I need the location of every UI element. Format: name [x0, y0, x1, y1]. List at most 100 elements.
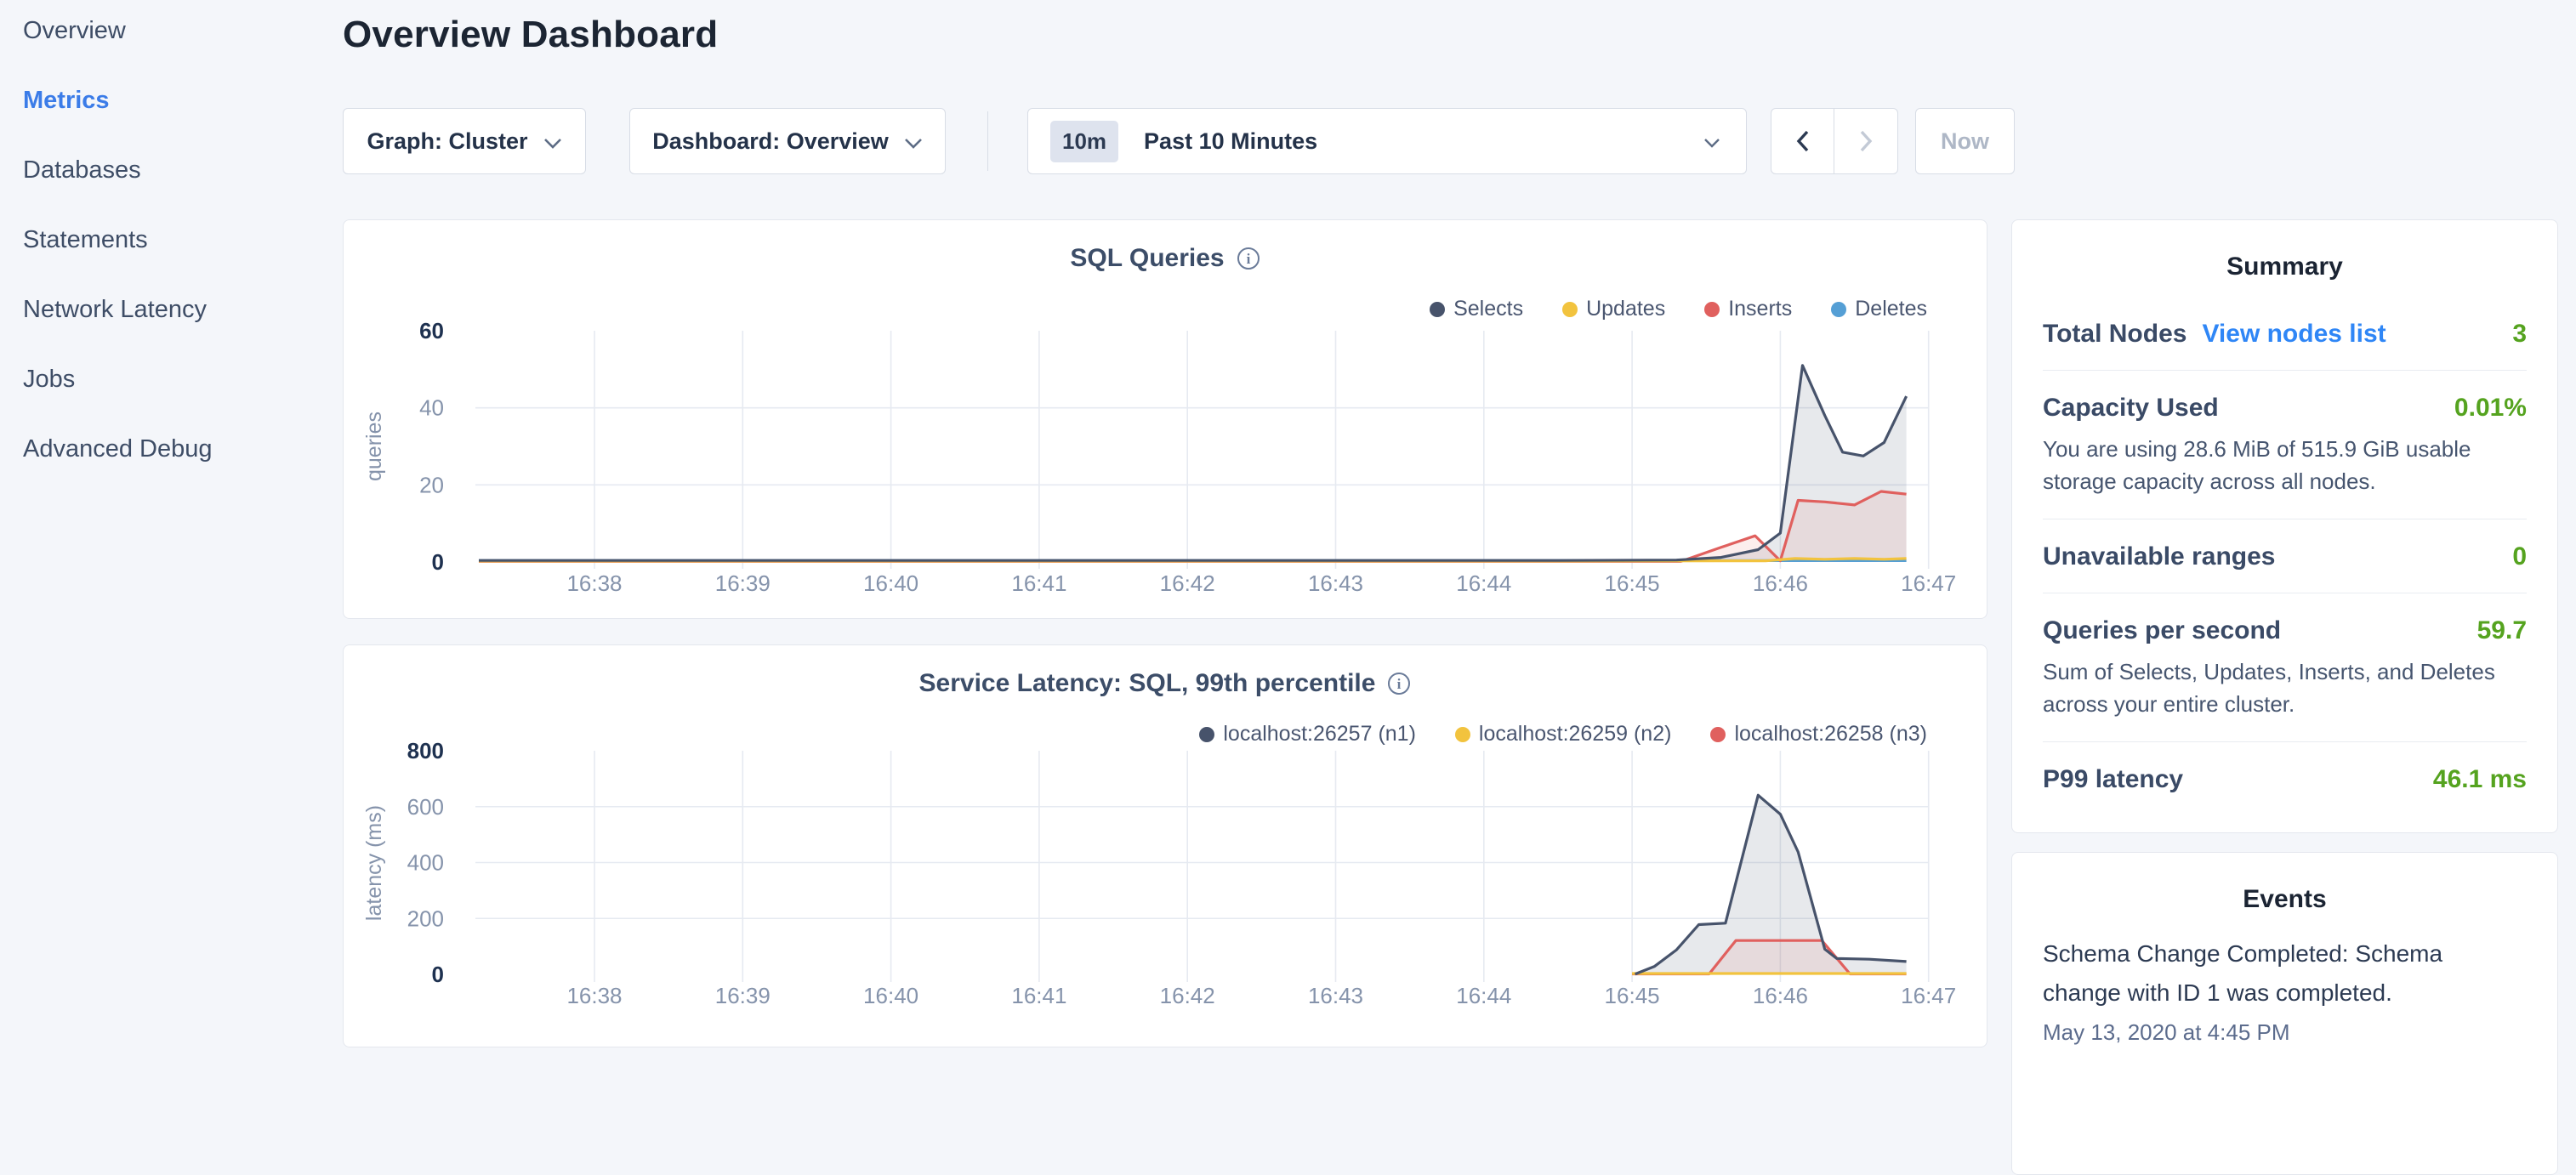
summary-panel: Summary Total Nodes View nodes list 3 Capac… — [2011, 219, 2558, 833]
sidebar-item-statements[interactable]: Statements — [23, 226, 148, 253]
prev-time-window-button[interactable] — [1771, 109, 1834, 173]
chart-legend: localhost:26257 (n1) localhost:26259 (n2)… — [1199, 722, 1927, 746]
x-axis-tick-label: 16:47 — [1901, 570, 1956, 596]
x-axis-tick-label: 16:46 — [1753, 983, 1808, 1008]
x-axis-tick-label: 16:40 — [863, 983, 918, 1008]
summary-row-value: 0.01% — [2454, 394, 2527, 422]
y-axis-tick-label: 60 — [419, 318, 444, 343]
summary-row: Capacity Used 0.01% You are using 28.6 MiB… — [2043, 370, 2527, 519]
x-axis-tick-label: 16:46 — [1753, 570, 1808, 596]
service-latency-chart-card: Service Latency: SQL, 99th percentile i … — [343, 644, 1987, 1047]
svg-text:i: i — [1397, 676, 1402, 692]
series-line-Selects — [479, 364, 1908, 562]
y-axis-tick-label: 20 — [419, 472, 444, 497]
legend-dot-icon — [1710, 726, 1726, 742]
y-axis-tick-label: 400 — [407, 850, 444, 876]
svg-text:i: i — [1246, 251, 1250, 267]
next-time-window-button[interactable] — [1834, 109, 1897, 173]
legend-item: localhost:26257 (n1) — [1199, 722, 1416, 746]
chevron-left-icon — [1796, 130, 1808, 152]
series-area-Selects — [479, 365, 1907, 562]
admin-ui-root: Overview Metrics Databases Statements Networ… — [23, 14, 2558, 1175]
legend-item: localhost:26258 (n3) — [1710, 722, 1927, 746]
summary-row-description: Sum of Selects, Updates, Inserts, and De… — [2043, 659, 2495, 717]
y-axis-tick-label: 600 — [407, 794, 444, 820]
info-icon[interactable]: i — [1387, 672, 1411, 695]
x-axis-tick-label: 16:41 — [1011, 570, 1066, 596]
x-axis-tick-label: 16:39 — [715, 983, 771, 1008]
chevron-down-icon — [1704, 139, 1720, 148]
y-axis-tick-label: 0 — [432, 549, 444, 575]
legend-dot-icon — [1831, 301, 1847, 317]
legend-label: Deletes — [1855, 297, 1927, 321]
legend-label: Inserts — [1728, 297, 1793, 321]
event-timestamp: May 13, 2020 at 4:45 PM — [2043, 1019, 2290, 1045]
sidebar-item-metrics[interactable]: Metrics — [23, 87, 110, 114]
x-axis-tick-label: 16:42 — [1160, 983, 1215, 1008]
time-range-badge: 10m — [1050, 120, 1119, 162]
legend-label: Updates — [1586, 297, 1666, 321]
view-nodes-list-link[interactable]: View nodes list — [2202, 320, 2386, 348]
summary-row-value: 0 — [2512, 542, 2527, 570]
sql-queries-chart: 16:38 16:39 16:40 16:41 16:42 16:43 16:44 16:45… — [362, 318, 1956, 596]
chart-title: Service Latency: SQL, 99th percentile — [918, 669, 1376, 697]
time-range-selector[interactable]: 10m Past 10 Minutes — [1027, 108, 1747, 174]
summary-row: P99 latency 46.1 ms — [2043, 741, 2527, 815]
graph-scope-dropdown[interactable]: Graph: Cluster — [343, 108, 586, 174]
events-panel: Events Schema Change Completed: Schema c… — [2011, 852, 2558, 1175]
x-axis-tick-label: 16:47 — [1901, 983, 1956, 1008]
sidebar-item-advanced-debug[interactable]: Advanced Debug — [23, 435, 213, 463]
legend-item: Deletes — [1831, 297, 1927, 321]
y-axis-tick-label: 40 — [419, 395, 444, 421]
x-axis-tick-label: 16:42 — [1160, 570, 1215, 596]
now-button[interactable]: Now — [1915, 108, 2015, 174]
dashboard-dropdown[interactable]: Dashboard: Overview — [629, 108, 946, 174]
legend-label: localhost:26259 (n2) — [1478, 722, 1672, 746]
legend-label: localhost:26258 (n3) — [1734, 722, 1927, 746]
summary-row: Queries per second 59.7 Sum of Selects, Up… — [2043, 593, 2527, 741]
sidebar-item-databases[interactable]: Databases — [23, 156, 141, 184]
time-window-pager — [1771, 108, 1898, 174]
summary-row-value: 46.1 ms — [2432, 765, 2527, 793]
y-axis-title: queries — [362, 412, 386, 481]
legend-dot-icon — [1430, 301, 1446, 317]
summary-row-value: 3 — [2512, 320, 2527, 348]
summary-row-label: Unavailable ranges — [2043, 542, 2276, 570]
x-axis-tick-label: 16:43 — [1308, 983, 1363, 1008]
summary-row-label: P99 latency — [2043, 765, 2184, 793]
time-range-label: Past 10 Minutes — [1144, 128, 1318, 154]
chevron-down-icon — [904, 138, 922, 149]
sidebar-item-jobs[interactable]: Jobs — [23, 366, 76, 393]
chevron-right-icon — [1860, 130, 1873, 152]
x-axis-tick-label: 16:44 — [1456, 983, 1511, 1008]
event-list-item[interactable]: Schema Change Completed: Schema change w… — [2012, 922, 2557, 1046]
series-line-Inserts — [479, 490, 1907, 563]
series-area-localhost:26258 (n3) — [1632, 940, 1907, 974]
summary-row: Total Nodes View nodes list 3 — [2043, 297, 2527, 370]
x-axis-tick-label: 16:40 — [863, 570, 918, 596]
sidebar-item-network-latency[interactable]: Network Latency — [23, 296, 207, 323]
chevron-down-icon — [543, 138, 561, 149]
chart-title: SQL Queries — [1070, 244, 1225, 272]
summary-heading: Summary — [2226, 253, 2343, 281]
graph-scope-dropdown-label: Graph: Cluster — [367, 128, 528, 154]
x-axis-tick-label: 16:39 — [715, 570, 771, 596]
y-axis-tick-label: 0 — [432, 962, 444, 987]
summary-row-description: You are using 28.6 MiB of 515.9 GiB usab… — [2043, 436, 2471, 494]
dashboard-dropdown-label: Dashboard: Overview — [652, 128, 889, 154]
summary-row-label: Capacity Used — [2043, 394, 2219, 422]
legend-item: Selects — [1430, 297, 1523, 321]
series-area-Inserts — [479, 491, 1907, 562]
event-text: Schema Change Completed: Schema change w… — [2043, 940, 2443, 1006]
x-axis-tick-label: 16:45 — [1605, 983, 1660, 1008]
legend-label: Selects — [1453, 297, 1524, 321]
controls-divider — [987, 111, 988, 171]
info-icon[interactable]: i — [1237, 247, 1260, 270]
summary-row: Unavailable ranges 0 — [2043, 519, 2527, 593]
summary-row-value: 59.7 — [2476, 616, 2527, 644]
summary-row-label: Queries per second — [2043, 616, 2282, 644]
summary-rows: Total Nodes View nodes list 3 Capacity Used… — [2012, 297, 2557, 815]
x-axis-tick-label: 16:41 — [1011, 983, 1066, 1008]
sidebar-item-overview[interactable]: Overview — [23, 17, 126, 44]
x-axis-tick-label: 16:38 — [566, 570, 622, 596]
